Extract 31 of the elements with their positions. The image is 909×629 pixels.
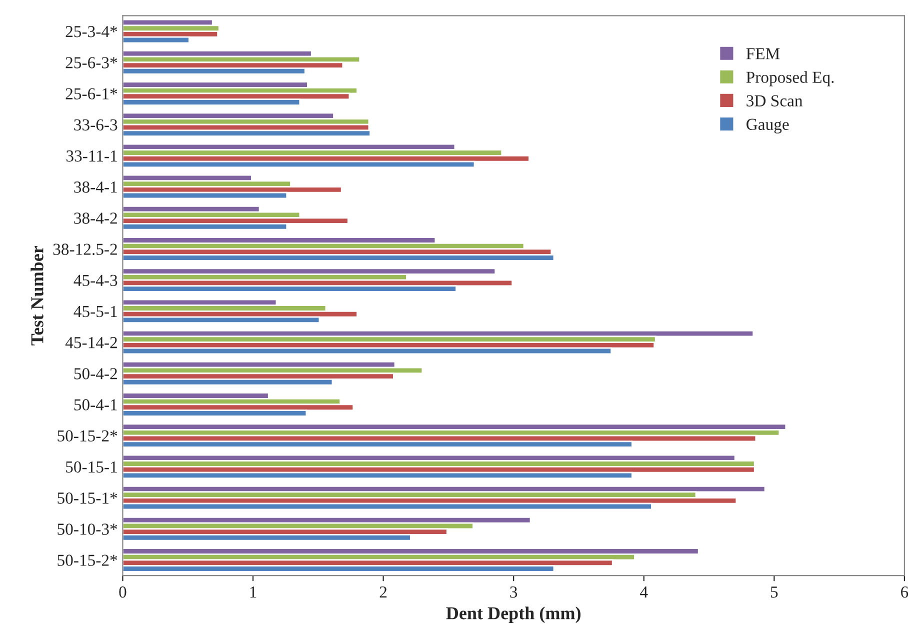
x-tick-label: 2 — [380, 586, 387, 598]
y-tick-label: 38-12.5-2 — [53, 244, 117, 255]
y-tick-label: 45-4-3 — [74, 274, 118, 286]
y-tick-label: 33-11-1 — [66, 150, 117, 162]
y-tick-label: 25-3-4* — [66, 26, 118, 38]
y-tick-label: 50-15-1* — [58, 492, 118, 504]
legend-label: Proposed Eq. — [746, 71, 834, 86]
y-tick-label: 50-15-2* — [58, 430, 118, 442]
y-tick-label: 25-6-1* — [66, 88, 118, 100]
y-axis-title: Test Number — [30, 246, 44, 346]
x-tick-label: 1 — [250, 586, 256, 598]
x-tick-label: 5 — [770, 586, 778, 598]
legend-label: 3D Scan — [746, 95, 803, 106]
y-tick-label: 50-10-3* — [58, 524, 118, 535]
y-tick-label: 50-4-2 — [74, 368, 117, 380]
y-tick-label: 50-15-1 — [66, 461, 117, 473]
y-tick-label: 38-4-2 — [74, 212, 117, 224]
y-tick-label: 45-5-1 — [74, 306, 117, 318]
legend-label: FEM — [746, 48, 780, 60]
legend-label: Gauge — [746, 118, 789, 134]
y-tick-label: 45-14-2 — [65, 337, 117, 348]
y-tick-label: 50-15-2* — [58, 554, 118, 566]
x-axis-title: Dent Depth (mm) — [446, 606, 580, 623]
y-tick-label: 38-4-1 — [74, 181, 117, 193]
y-tick-label: 33-6-3 — [74, 119, 118, 131]
x-tick-label: 6 — [901, 586, 908, 598]
y-tick-label: 25-6-3* — [66, 57, 118, 68]
y-tick-label: 50-4-1 — [74, 399, 117, 410]
x-tick-label: 3 — [510, 586, 518, 598]
x-tick-label: 4 — [640, 586, 648, 598]
x-tick-label: 0 — [119, 586, 126, 598]
